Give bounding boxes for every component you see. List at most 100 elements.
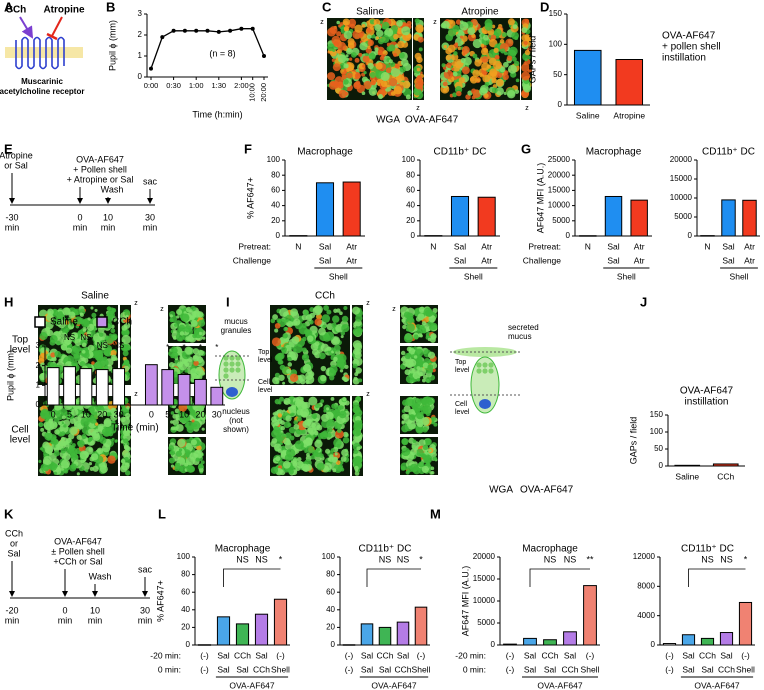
cell-signal [414,52,422,60]
cell-signal [361,23,366,28]
cell-signal [176,361,184,368]
cell-signal [326,309,332,315]
cell-signal [405,94,411,100]
cell-signal [416,358,424,366]
inhibit-bar [46,32,58,41]
cell-signal [452,92,458,98]
cell-signal [443,88,447,93]
annotation: NS [564,554,577,564]
x-tick-label: Sal [397,650,409,660]
cell-signal [198,463,204,469]
cell-signal [306,335,314,342]
cell-signal [283,400,288,405]
point [262,54,266,58]
cell-signal [355,367,362,374]
cell-signal [193,449,204,459]
cell-signal [361,91,366,96]
y-axis-label: GAPs / field [628,417,638,465]
bar [378,626,392,646]
cell-signal [120,458,126,464]
cell-signal [60,344,68,351]
cell-signal [313,305,323,315]
cell-signal [125,314,129,319]
cell-signal [332,63,341,72]
y-tick-label: 100 [177,552,191,561]
y-tick-label: 50 [654,444,663,453]
x-tick-label: N [585,241,591,251]
cell-signal [197,319,206,327]
y-tick-label: 0 [659,461,664,470]
cell-signal [342,18,350,26]
cell-signal [496,72,503,79]
y-tick-label: 10000 [670,193,693,202]
cell-signal [452,25,460,33]
cell-signal [335,429,344,439]
cell-signal [421,400,427,405]
stain-label: OVA-AF647 [405,115,459,126]
y-tick-label: 2 [138,30,143,39]
panel-label: M [430,506,441,521]
chart-title: CD11b⁺ DC [359,544,412,555]
cell-signal [474,59,482,67]
cell-signal [403,333,414,343]
cell-signal [168,457,176,464]
cell-signal [393,33,399,40]
cell-signal [54,429,60,435]
cell-signal [305,445,315,454]
cell-signal [416,448,424,457]
inhibit-line [51,16,63,37]
cell-signal [332,315,340,323]
cell-signal [506,55,513,62]
event-label: +CCh or Sal [53,556,102,566]
group-label: OVA-AF647 [694,680,739,690]
y-tick-label: 20 [271,216,280,225]
cell-signal [168,362,175,368]
y-tick-label: 15000 [670,174,693,183]
series-line [150,28,265,69]
cell-signal [308,396,318,406]
chart-title: CD11b⁺ DC [681,544,734,555]
x-tick-label-2: Shell [581,664,600,674]
cell-signal [85,469,89,473]
cell-signal [79,361,86,367]
cell-signal [282,381,286,385]
cell-signal [449,20,453,24]
y-tick-label: 15000 [548,186,571,195]
x-tick-label: 0 [51,409,56,419]
cell-signal [354,351,362,359]
cell-signal [48,462,58,471]
mucus-granule [235,367,241,373]
x-tick-label: CCh [541,650,558,660]
cell-signal [323,305,329,311]
cell-signal [414,18,420,24]
cell-signal [175,417,179,421]
cell-signal [184,325,192,333]
cell-signal [472,69,481,78]
cell-signal [81,433,87,440]
cell-signal [73,316,83,325]
cell-signal [70,323,74,327]
cell-signal [123,322,131,329]
cell-signal [388,59,393,64]
cell-signal [421,321,427,326]
x-tick-label-2: Sal [607,255,619,265]
cell-signal [492,84,498,89]
cell-signal [406,353,412,358]
cell-signal [374,47,379,52]
cell-signal [76,472,80,476]
cell-signal [170,420,174,424]
cell-signal [501,32,508,38]
cell-signal [124,470,131,476]
cell-signal [191,420,201,430]
cell-signal [353,376,358,381]
y-tick-label: 100 [650,427,664,436]
y-tick-label: 5000 [477,618,495,627]
x-axis-label: Time (h:min) [192,109,242,119]
bar [674,464,701,467]
cell-signal [336,361,343,368]
cell-signal [452,71,458,77]
cell-signal [427,364,434,370]
annotation: NS [113,341,124,350]
cell-signal [277,359,283,365]
